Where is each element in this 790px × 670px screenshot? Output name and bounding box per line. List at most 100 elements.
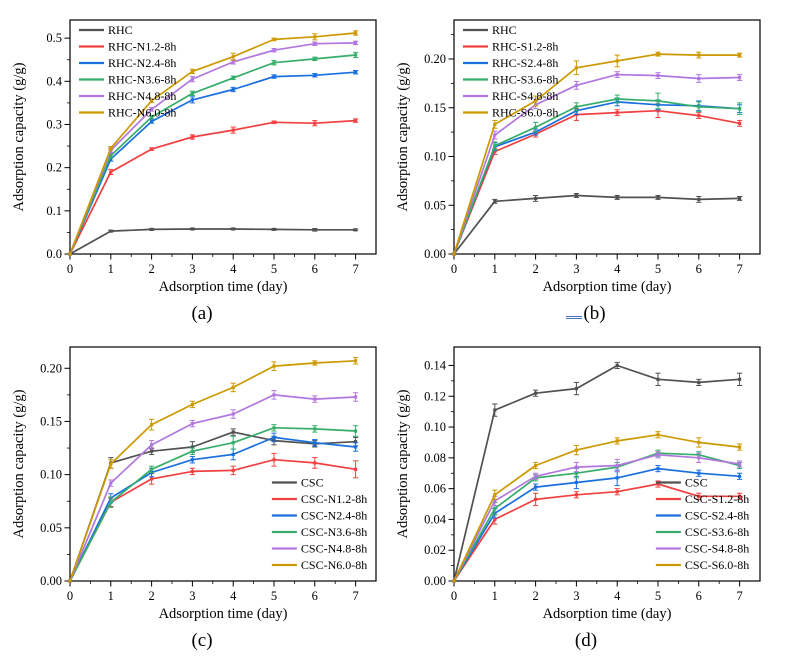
subplot-grid: 0 1 2 3 4 5 6 7 0.0 0.1 0.2 0.3 0.4 0.5 Adsorption tim… [10,8,790,662]
svg-text:0.5: 0.5 [46,31,62,45]
svg-text:2: 2 [532,589,538,603]
svg-text:0.15: 0.15 [424,101,446,115]
svg-text:0.0: 0.0 [46,247,62,261]
svg-text:4: 4 [230,589,237,603]
svg-text:1: 1 [108,589,114,603]
legend-label: CSC-S2.4-8h [685,509,749,523]
chart-b-canvas: 0 1 2 3 4 5 6 7 0.00 0.05 0.10 0.15 0.20 Adsorption t… [395,19,761,295]
svg-text:3: 3 [573,262,579,276]
subplot-c-caption: (c) [10,627,394,662]
grammar-underline-mark [566,312,583,319]
legend-label: CSC-N4.8-8h [301,542,367,556]
svg-text:0.05: 0.05 [40,521,62,535]
y-axis-label: Adsorption capacity (g/g) [395,389,411,538]
series-RHC-S1.2-8h [452,103,743,256]
series-CSC-N4.8-8h [68,390,359,583]
svg-text:3: 3 [189,262,195,276]
subplot-a-caption: (a) [10,300,394,335]
series-RHC-S6.0-8h [452,51,743,256]
svg-text:0.00: 0.00 [424,574,446,588]
y-axis-label: Adsorption capacity (g/g) [11,389,27,538]
svg-text:0.04: 0.04 [424,512,447,526]
series-RHC-N1.2-8h [68,118,359,256]
series-RHC [68,227,359,256]
svg-text:6: 6 [312,589,318,603]
svg-text:4: 4 [614,589,621,603]
svg-text:7: 7 [736,589,742,603]
legend-label: CSC-S1.2-8h [685,492,749,506]
series-RHC-S3.6-8h [452,92,743,256]
svg-text:0: 0 [67,262,73,276]
x-axis-label: Adsorption time (day) [543,606,672,622]
legend-label: CSC-N6.0-8h [301,558,367,572]
axes: 0 1 2 3 4 5 6 7 0.00 0.02 0.04 0.06 0.08 0.10 0.12 0.14 [424,346,761,603]
svg-text:0.10: 0.10 [40,468,62,482]
svg-text:0: 0 [67,589,73,603]
series-CSC-S1.2-8h [452,480,743,583]
legend-label: RHC-S4.8-8h [492,89,558,103]
svg-text:0.02: 0.02 [424,543,446,557]
svg-text:7: 7 [736,262,742,276]
y-axis-label: Adsorption capacity (g/g) [11,62,27,211]
legend: CSC CSC-S1.2-8h CSC-S2.4-8h CSC-S3.6-8h CSC-… [655,476,749,572]
legend-label: CSC [685,476,708,490]
svg-text:0.10: 0.10 [424,420,446,434]
svg-text:0.3: 0.3 [46,117,62,131]
y-axis-label: Adsorption capacity (g/g) [395,62,411,211]
x-axis-label: Adsorption time (day) [159,606,288,622]
svg-text:0: 0 [451,589,457,603]
legend-label: RHC-N1.2-8h [108,40,176,54]
svg-text:0: 0 [451,262,457,276]
subplot-b-caption: (b) [394,300,778,335]
legend-label: RHC-S3.6-8h [492,73,558,87]
svg-text:5: 5 [271,589,277,603]
subplot-c: 0 1 2 3 4 5 6 7 0.00 0.05 0.10 0.15 0.20 Adsorption t… [10,335,394,662]
svg-text:1: 1 [492,262,498,276]
subplot-b-caption-text: (b) [583,303,606,324]
chart-d-canvas: 0 1 2 3 4 5 6 7 0.00 0.02 0.04 0.06 0.08 0.10 0.12 0.14… [395,346,761,622]
series-CSC-S6.0-8h [452,431,743,583]
series-CSC-N6.0-8h [68,357,359,583]
svg-text:5: 5 [655,589,661,603]
svg-text:0.4: 0.4 [46,74,62,88]
svg-text:2: 2 [532,262,538,276]
legend-label: CSC-N2.4-8h [301,509,367,523]
svg-text:5: 5 [655,262,661,276]
axes: 0 1 2 3 4 5 6 7 0.00 0.05 0.10 0.15 0.20 [424,19,761,276]
legend-label: RHC-N6.0-8h [108,106,176,120]
svg-text:4: 4 [230,262,237,276]
series-RHC-S2.4-8h [452,97,743,256]
axes: 0 1 2 3 4 5 6 7 0.0 0.1 0.2 0.3 0.4 0.5 [46,19,377,276]
svg-text:0.14: 0.14 [424,358,447,372]
subplot-a: 0 1 2 3 4 5 6 7 0.0 0.1 0.2 0.3 0.4 0.5 Adsorption tim… [10,8,394,335]
svg-text:0.10: 0.10 [424,150,446,164]
chart-a-canvas: 0 1 2 3 4 5 6 7 0.0 0.1 0.2 0.3 0.4 0.5 Adsorption tim… [11,19,377,295]
svg-text:6: 6 [696,589,702,603]
legend-label: CSC-S6.0-8h [685,558,749,572]
svg-text:7: 7 [352,262,358,276]
svg-text:0.12: 0.12 [424,389,446,403]
svg-text:2: 2 [148,589,154,603]
legend-label: RHC-N2.4-8h [108,56,176,70]
legend: RHC RHC-N1.2-8h RHC-N2.4-8h RHC-N3.6-8h RHC-… [79,23,176,120]
legend-label: RHC-S1.2-8h [492,40,558,54]
chart-c-canvas: 0 1 2 3 4 5 6 7 0.00 0.05 0.10 0.15 0.20 Adsorption t… [11,346,377,622]
svg-text:3: 3 [573,589,579,603]
svg-text:1: 1 [108,262,114,276]
subplot-c-caption-text: (c) [191,630,213,651]
svg-text:4: 4 [614,262,621,276]
svg-text:0.15: 0.15 [40,414,62,428]
legend-label: RHC-N4.8-8h [108,89,176,103]
svg-text:0.00: 0.00 [424,247,446,261]
x-axis-label: Adsorption time (day) [159,279,288,295]
legend-label: RHC-S2.4-8h [492,56,558,70]
series-RHC [452,193,743,256]
svg-text:1: 1 [492,589,498,603]
svg-text:6: 6 [312,262,318,276]
legend: RHC RHC-S1.2-8h RHC-S2.4-8h RHC-S3.6-8h RHC-… [463,23,558,120]
svg-text:0.2: 0.2 [46,161,62,175]
series-CSC-S4.8-8h [452,451,743,583]
svg-text:0.08: 0.08 [424,451,446,465]
subplot-a-caption-text: (a) [191,303,213,324]
legend-label: RHC-N3.6-8h [108,73,176,87]
